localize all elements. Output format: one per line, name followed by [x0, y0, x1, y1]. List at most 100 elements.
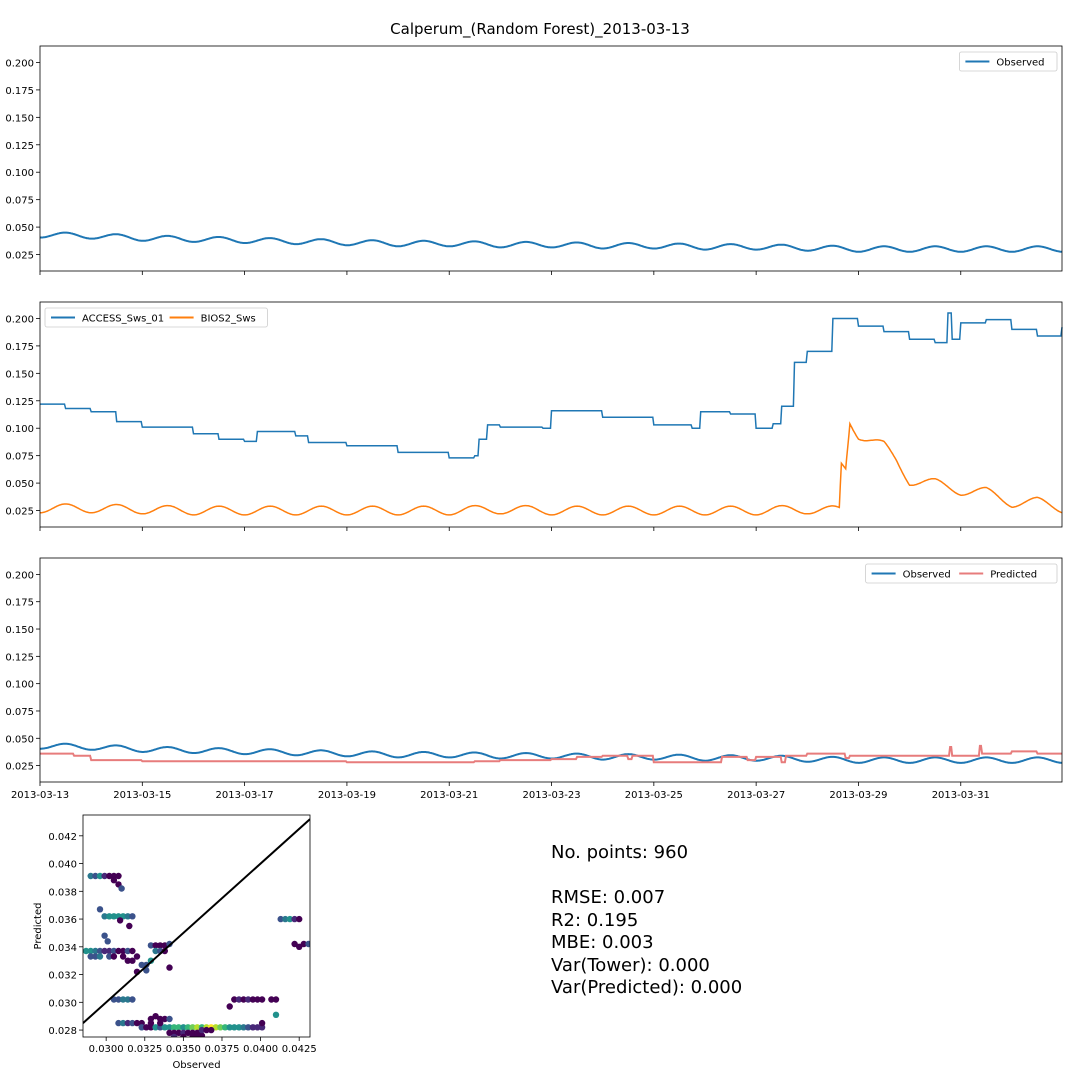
legend	[959, 51, 1058, 72]
scatter-point	[189, 1033, 196, 1037]
scatter-point	[83, 947, 90, 955]
x-tick-label: 0.0375	[204, 1044, 239, 1055]
y-tick-label: 0.050	[5, 479, 34, 490]
y-tick-label: 0.175	[5, 598, 34, 609]
scatter-point	[272, 996, 280, 1003]
y-tick-label: 0.175	[5, 86, 34, 97]
scatter-point	[152, 1024, 159, 1031]
x-tick-label: 2013-03-17	[216, 790, 274, 801]
legend	[44, 307, 268, 328]
y-tick-label: 0.075	[5, 196, 34, 207]
x-axis-label: Observed	[172, 1060, 220, 1071]
scatter-point	[198, 1026, 206, 1034]
scatter-point	[249, 1024, 257, 1031]
scatter-point	[166, 964, 173, 971]
y-tick-label: 0.100	[5, 424, 34, 435]
scatter-point	[143, 1024, 150, 1031]
scatter-point	[119, 953, 127, 960]
scatter-point	[231, 996, 238, 1003]
scatter-point	[124, 1019, 131, 1027]
scatter-point	[235, 1024, 243, 1031]
scatter-point	[152, 942, 159, 949]
y-tick-label: 0.125	[5, 397, 34, 408]
y-tick-label: 0.100	[5, 680, 34, 691]
scatter-point	[106, 953, 113, 960]
scatter-point	[245, 996, 252, 1003]
scatter-point	[106, 872, 113, 880]
y-tick-label: 0.050	[5, 223, 34, 234]
stat-r2: R2: 0.195	[551, 909, 639, 931]
y-tick-label: 0.025	[5, 251, 34, 262]
panel-middle: 0.025 0.050 0.075 0.100 0.125 0.150 0.175 0.200…	[5, 301, 1063, 531]
scatter-point	[147, 1019, 155, 1027]
legend-label: Observed	[903, 570, 951, 581]
scatter-point	[115, 996, 122, 1003]
scatter-point	[129, 947, 136, 955]
scatter-point	[133, 1019, 141, 1027]
scatter-point	[170, 1024, 178, 1031]
scatter-point	[175, 1024, 182, 1031]
plot-frame	[39, 557, 1063, 783]
x-tick-label: 2013-03-25	[625, 790, 683, 801]
scatter-point	[129, 996, 136, 1003]
scatter-point	[147, 942, 155, 949]
scatter-point	[110, 913, 118, 920]
scatter-point	[296, 915, 303, 923]
scatter-point	[184, 1024, 192, 1031]
scatter-point	[101, 913, 108, 920]
scatter-point	[226, 1024, 233, 1031]
scatter-point	[138, 961, 145, 969]
scatter-point	[194, 1024, 201, 1031]
scatter-point	[119, 1019, 127, 1027]
series-line-bios2-sws	[40, 421, 1063, 516]
scatter-point	[291, 940, 298, 948]
scatter-point	[104, 938, 111, 945]
scatter-point	[240, 1024, 247, 1031]
legend-label: Observed	[996, 58, 1044, 69]
y-tick-label: 0.125	[5, 652, 34, 663]
scatter-point	[124, 913, 131, 920]
y-tick-label: 0.150	[5, 369, 34, 380]
scatter-point	[217, 1024, 224, 1031]
y-tick-label: 0.175	[5, 342, 34, 353]
scatter-point	[277, 915, 284, 923]
scatter-point	[231, 1024, 238, 1031]
stat-var-tower: Var(Tower): 0.000	[551, 954, 710, 976]
stat-var-predicted: Var(Predicted): 0.000	[551, 977, 743, 998]
scatter-point	[115, 947, 122, 955]
scatter-point	[129, 1019, 136, 1027]
scatter-point	[203, 1026, 210, 1034]
y-tick-label: 0.150	[5, 113, 34, 124]
x-tick-label: 2013-03-15	[113, 790, 171, 801]
scatter-point	[96, 906, 104, 913]
x-tick-label: 2013-03-23	[522, 790, 580, 801]
y-tick-label: 0.028	[48, 1026, 77, 1037]
x-tick-label: 0.0400	[243, 1044, 278, 1055]
scatter-point	[208, 1026, 215, 1034]
scatter-point	[268, 996, 275, 1003]
y-tick-label: 0.200	[5, 58, 34, 69]
stat-mbe: MBE: 0.003	[551, 932, 654, 953]
scatter-point	[254, 1024, 261, 1031]
scatter-point	[180, 1033, 187, 1037]
x-tick-label: 0.0350	[166, 1044, 201, 1055]
series-line-access-sws-01	[40, 312, 1063, 459]
scatter-point	[92, 947, 99, 955]
scatter-point	[152, 947, 159, 955]
scatter-point	[245, 1024, 252, 1031]
x-tick-label: 2013-03-21	[420, 790, 478, 801]
scatter-point	[101, 932, 108, 939]
scatter-point	[184, 1029, 192, 1037]
scatter-point	[126, 922, 133, 930]
one-to-one-line	[83, 818, 310, 1024]
scatter-point	[96, 947, 104, 955]
scatter-point	[92, 872, 99, 880]
y-tick-label: 0.200	[5, 570, 34, 581]
panel-bottom: 0.025 0.050 0.075 0.100 0.125 0.150 0.175 0.200…	[5, 557, 1063, 801]
scatter-point	[115, 1019, 122, 1027]
scatter-point	[129, 913, 136, 920]
scatter-point	[300, 940, 307, 948]
scatter-point	[249, 996, 257, 1003]
scatter-point	[115, 872, 122, 880]
scatter-point	[152, 1013, 159, 1020]
